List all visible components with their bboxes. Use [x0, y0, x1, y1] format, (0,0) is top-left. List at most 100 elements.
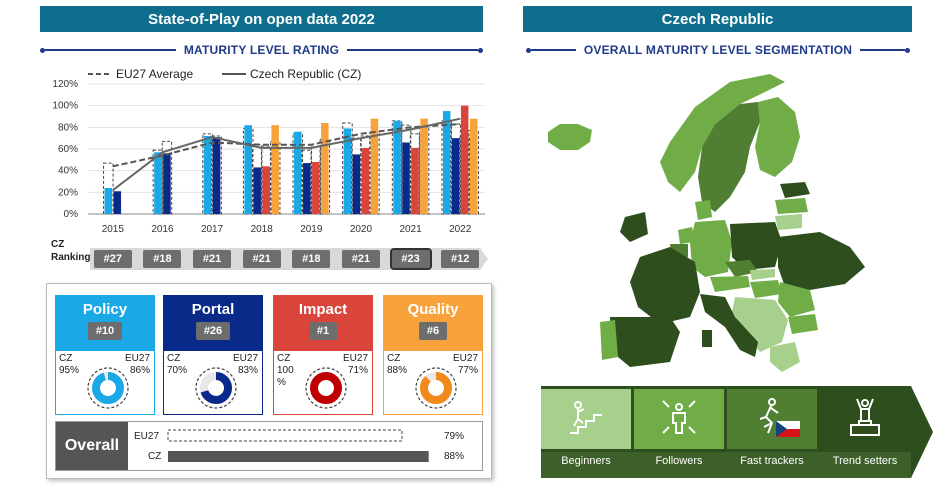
map-portugal	[600, 320, 618, 360]
ranking-badge: #27	[93, 250, 132, 268]
bar	[244, 125, 252, 214]
map-finland	[755, 97, 800, 177]
map-iceland	[548, 124, 592, 150]
map-latvia	[775, 198, 808, 214]
map-hungary	[750, 280, 782, 298]
x-tick-label: 2022	[449, 224, 472, 235]
map-subtitle: OVERALL MATURITY LEVEL SEGMENTATION	[583, 43, 853, 57]
bar	[370, 118, 379, 214]
map-ukraine	[778, 232, 865, 290]
eu-bar-outline	[319, 138, 331, 215]
bar	[253, 167, 261, 214]
eu-bar-outline	[152, 149, 164, 215]
bar	[163, 153, 171, 214]
segment-label: Beginners	[561, 455, 611, 467]
card-cz-label: CZ	[387, 353, 401, 364]
map-romania	[778, 282, 815, 317]
donut-eu-outline	[87, 367, 129, 409]
ranking-badge: #18	[143, 250, 182, 268]
card-cz-block: CZ 95%	[59, 353, 79, 377]
x-tick-label: 2017	[201, 224, 224, 235]
card-donut-portal	[195, 367, 237, 409]
overall-eu-value: 79%	[444, 431, 465, 442]
bar	[113, 191, 122, 214]
segmentation-legend: Beginners Followers Fast trackers Trend set…	[541, 386, 933, 478]
bar	[442, 111, 451, 214]
dimension-card-impact: Impact #1 CZ 100% EU27 71%	[273, 295, 373, 415]
card-title: Quality	[407, 301, 459, 318]
card-title: Policy	[82, 301, 128, 318]
card-eu-label: EU27	[452, 353, 478, 364]
right-subtitle-row: OVERALL MATURITY LEVEL SEGMENTATION	[526, 41, 911, 59]
bar	[203, 136, 212, 214]
map-bulgaria	[788, 314, 818, 334]
card-title: Portal	[191, 301, 235, 318]
card-eu-label: EU27	[124, 353, 150, 364]
legend-cz-label: Czech Republic (CZ)	[250, 67, 361, 81]
map-germany	[690, 220, 732, 277]
card-donut-policy	[87, 367, 129, 409]
card-eu-block: EU27 86%	[125, 353, 150, 377]
card-eu-block: EU27 71%	[343, 353, 368, 377]
bar	[393, 120, 401, 214]
bar	[469, 118, 478, 214]
x-tick-label: 2021	[399, 224, 422, 235]
card-cz-value: 88%	[387, 365, 408, 376]
overall-cz-label: CZ	[148, 451, 162, 462]
bar	[303, 163, 311, 214]
ranking-badge: #21	[242, 250, 281, 268]
map-czechia	[725, 260, 758, 277]
stairs-climber-icon	[564, 395, 608, 444]
maturity-chart: 0% 20% 40% 60% 80% 100% 120% EU27 Average Czech …	[52, 67, 485, 235]
map-sardinia	[702, 330, 712, 347]
ranking-badge: #23	[389, 248, 432, 270]
overall-cz-value: 88%	[444, 451, 465, 462]
right-banner: Czech Republic	[523, 6, 912, 32]
y-tick-label: 80%	[58, 122, 78, 133]
seg-label-band	[541, 452, 911, 478]
card-header: Impact #1	[274, 296, 372, 351]
group-arrows-icon	[657, 395, 701, 444]
segment-box-followers	[634, 389, 724, 449]
y-tick-label: 40%	[58, 166, 78, 177]
cz-line	[112, 117, 461, 191]
bar	[154, 152, 162, 214]
subtitle-dot-left	[40, 47, 45, 53]
subtitle-line-right-r	[860, 49, 906, 51]
bar	[271, 125, 279, 214]
card-cz-block: CZ 88%	[387, 353, 407, 377]
map-balkans	[732, 297, 788, 352]
card-eu-block: EU27 83%	[233, 353, 258, 377]
dimension-card-quality: Quality #6 CZ 88% EU27 77%	[383, 295, 483, 415]
ranking-badge: #21	[193, 250, 232, 268]
card-cz-value: 70%	[167, 365, 188, 376]
map-austria	[710, 276, 750, 292]
x-tick-label: 2015	[102, 224, 125, 235]
donut-cz-arc	[420, 372, 452, 404]
y-tick-label: 60%	[58, 144, 78, 155]
y-tick-label: 120%	[52, 79, 78, 90]
eu-bar-outline	[301, 149, 313, 215]
bar	[420, 118, 428, 214]
europe-map	[520, 62, 920, 377]
card-eu-value: 71%	[347, 365, 368, 376]
right-banner-title: Czech Republic	[661, 10, 774, 28]
card-header: Portal #26	[164, 296, 262, 351]
card-title: Impact	[298, 301, 348, 318]
card-cz-block: CZ 100%	[277, 353, 294, 389]
ranking-label-word: Ranking	[51, 252, 91, 263]
y-tick-label: 20%	[58, 187, 78, 198]
overall-title: Overall	[56, 422, 128, 470]
card-rank-badge: #26	[195, 322, 231, 340]
bar	[411, 147, 419, 214]
card-rank-badge: #1	[308, 322, 338, 340]
segment-box-trend-setters	[820, 389, 910, 449]
card-rank-badge: #6	[418, 322, 448, 340]
ranking-badge: #12	[441, 250, 480, 268]
overall-cz-bar	[168, 451, 429, 462]
card-eu-value: 86%	[129, 365, 150, 376]
card-eu-value: 77%	[457, 365, 478, 376]
segment-label: Followers	[655, 455, 703, 467]
ranking-label-cz: CZ	[51, 239, 65, 250]
map-norway	[660, 74, 785, 192]
